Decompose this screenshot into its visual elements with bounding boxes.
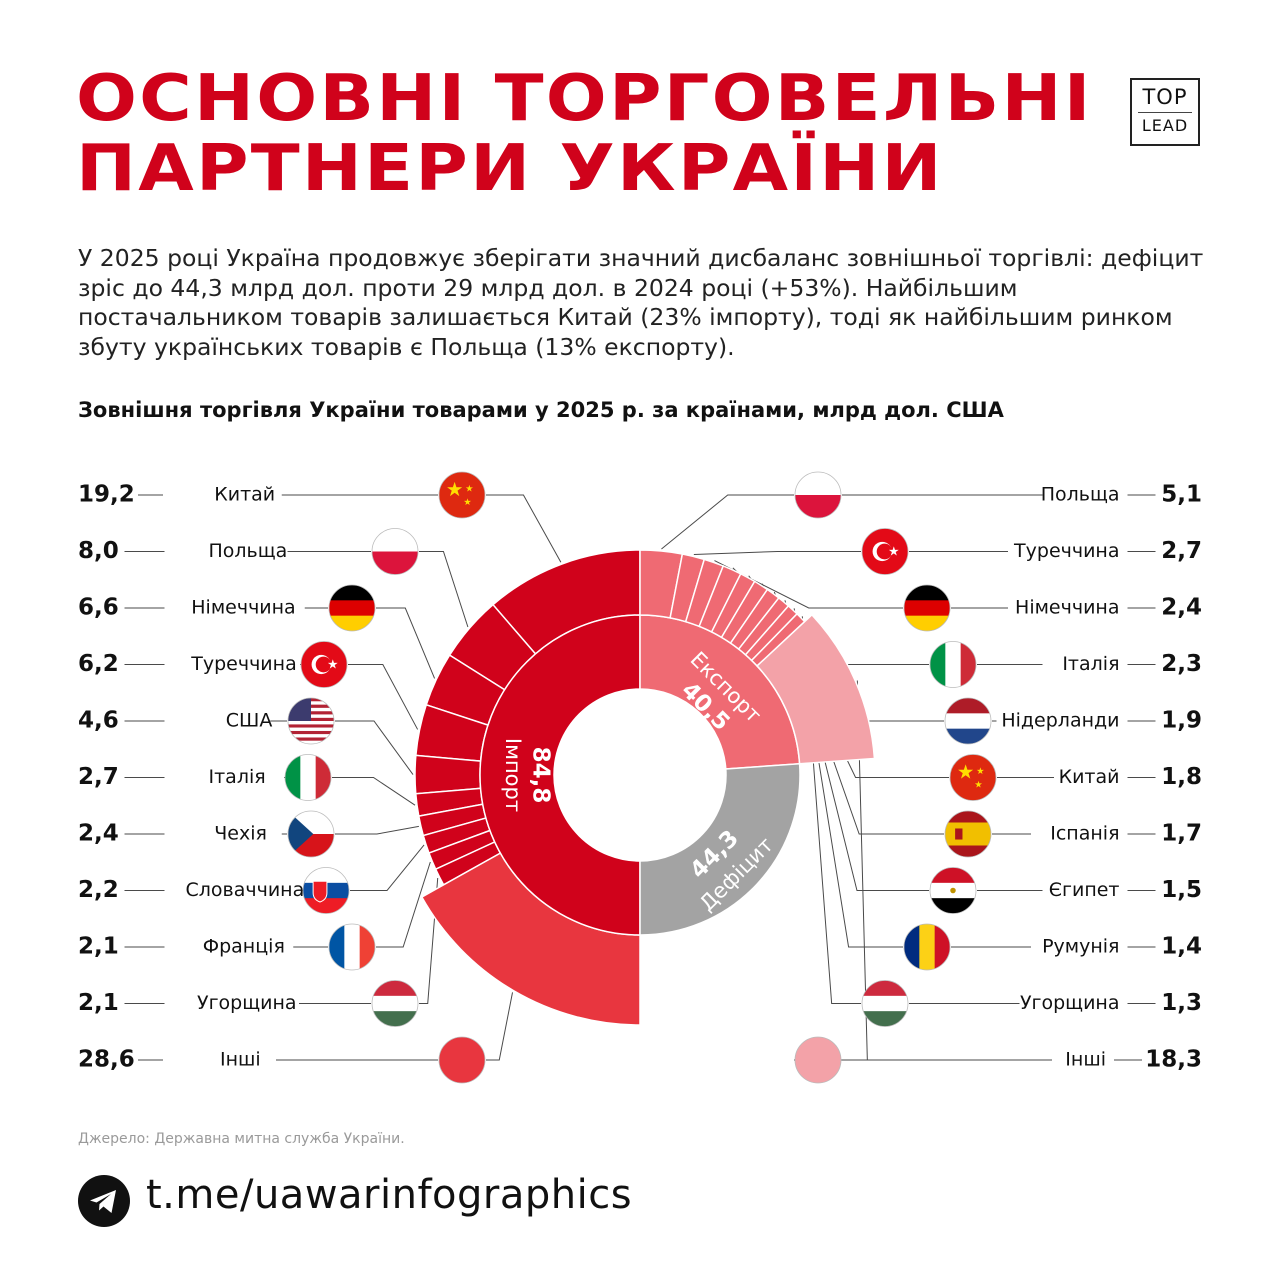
export-country-label: Італія [1062,653,1119,675]
svg-text:★: ★ [974,780,982,791]
svg-text:★: ★ [976,766,984,777]
import-country-label: Китай [214,484,275,506]
page-title: ОСНОВНІ ТОРГОВЕЛЬНІ ПАРТНЕРИ УКРАЇНИ [76,64,1093,204]
export-value: 1,5 [1161,877,1202,903]
export-country-label: Китай [1059,766,1120,788]
svg-text:★: ★ [957,760,975,783]
svg-text:★: ★ [465,483,473,494]
ro-flag-icon [903,923,951,971]
chart-labels: 19,2 Китай 8,0 Польща 6,6 Німеччина 6,2 Туреччи… [78,482,1202,1073]
eg-flag-icon [929,867,977,914]
export-country-label: Іспанія [1050,823,1119,845]
export-value: 2,4 [1161,595,1202,621]
import-country-label: Чехія [214,823,267,845]
fr-flag-icon [328,923,376,971]
intro-paragraph: У 2025 році Україна продовжує зберігати … [78,244,1204,361]
import-value: 8,0 [78,538,119,564]
export-country-label: Єгипет [1049,879,1120,901]
import-total-label: Імпорт [501,738,525,812]
cn-flag-icon: ★ ★★ [949,754,997,801]
export-value: 1,9 [1161,708,1202,734]
import-country-label: США [226,710,273,732]
other-export-flag-icon [794,1036,842,1084]
flag-icons: ★ ★★★★★ ★★ [284,471,997,1084]
cz-flag-icon [287,810,335,858]
title-line-1: ОСНОВНІ ТОРГОВЕЛЬНІ [76,62,1093,136]
source-note: Джерело: Державна митна служба України. [78,1131,405,1147]
sk-flag-icon [302,867,350,914]
export-country-label: Румунія [1042,936,1119,958]
pl-flag-icon [371,528,419,575]
import-value: 4,6 [78,708,119,734]
import-value: 2,1 [78,934,119,960]
export-country-label: Німеччина [1015,597,1119,619]
hu-flag-icon [861,980,909,1027]
title-line-2: ПАРТНЕРИ УКРАЇНИ [76,132,944,206]
import-country-label: Франція [203,936,285,958]
nl-flag-icon [944,697,992,745]
svg-text:★: ★ [327,657,338,672]
import-value: 19,2 [78,482,135,508]
export-value: 18,3 [1145,1047,1202,1073]
svg-text:★: ★ [463,497,471,508]
brand-logo: TOP LEAD [1130,78,1200,146]
cn-flag-icon: ★ ★★ [438,471,486,519]
svg-text:★: ★ [888,544,899,559]
tr-flag-icon: ★ [300,641,348,688]
import-value: 28,6 [78,1047,135,1073]
export-value: 2,3 [1161,651,1202,677]
import-total-ring [479,614,641,936]
import-country-label: Інші [220,1049,261,1071]
import-country-label: Італія [209,766,266,788]
logo-top-text: TOP [1138,80,1192,113]
import-country-label: Польща [209,540,288,562]
export-country-label: Угорщина [1020,992,1120,1014]
logo-bottom-text: LEAD [1141,116,1189,135]
telegram-link[interactable]: t.me/uawarinfographics [146,1172,633,1218]
it-flag-icon [929,641,977,688]
export-value: 1,8 [1161,764,1202,790]
chart-title: Зовнішня торгівля України товарами у 202… [78,398,1004,422]
pl-flag-icon [794,471,842,519]
import-value: 2,7 [78,764,119,790]
import-total-value: 84,8 [528,747,554,804]
export-segment [756,613,876,765]
import-value: 2,1 [78,990,119,1016]
import-country-label: Угорщина [197,992,297,1014]
other-import-flag-icon [438,1036,486,1084]
telegram-icon[interactable] [78,1175,130,1227]
import-country-label: Словаччина [186,879,305,901]
de-flag-icon [903,584,951,632]
export-country-label: Польща [1041,484,1120,506]
es-flag-icon [944,810,992,858]
us-flag-icon [287,697,335,745]
de-flag-icon [328,584,376,632]
import-value: 6,2 [78,651,119,677]
import-segment [414,754,482,795]
deficit-ring [639,762,801,936]
svg-text:★: ★ [446,478,464,501]
export-country-label: Нідерланди [1001,710,1119,732]
import-value: 2,4 [78,821,119,847]
export-value: 1,7 [1161,821,1202,847]
donut-segments [414,549,876,1026]
export-country-label: Туреччина [1013,540,1119,562]
export-value: 2,7 [1161,538,1202,564]
import-country-label: Німеччина [191,597,295,619]
hu-flag-icon [371,980,419,1027]
export-value: 1,3 [1161,990,1202,1016]
export-value: 5,1 [1161,482,1202,508]
it-flag-icon [284,754,332,801]
tr-flag-icon: ★ [861,528,909,575]
import-value: 2,2 [78,877,119,903]
import-value: 6,6 [78,595,119,621]
export-country-label: Інші [1065,1049,1106,1071]
export-value: 1,4 [1161,934,1202,960]
import-country-label: Туреччина [190,653,296,675]
